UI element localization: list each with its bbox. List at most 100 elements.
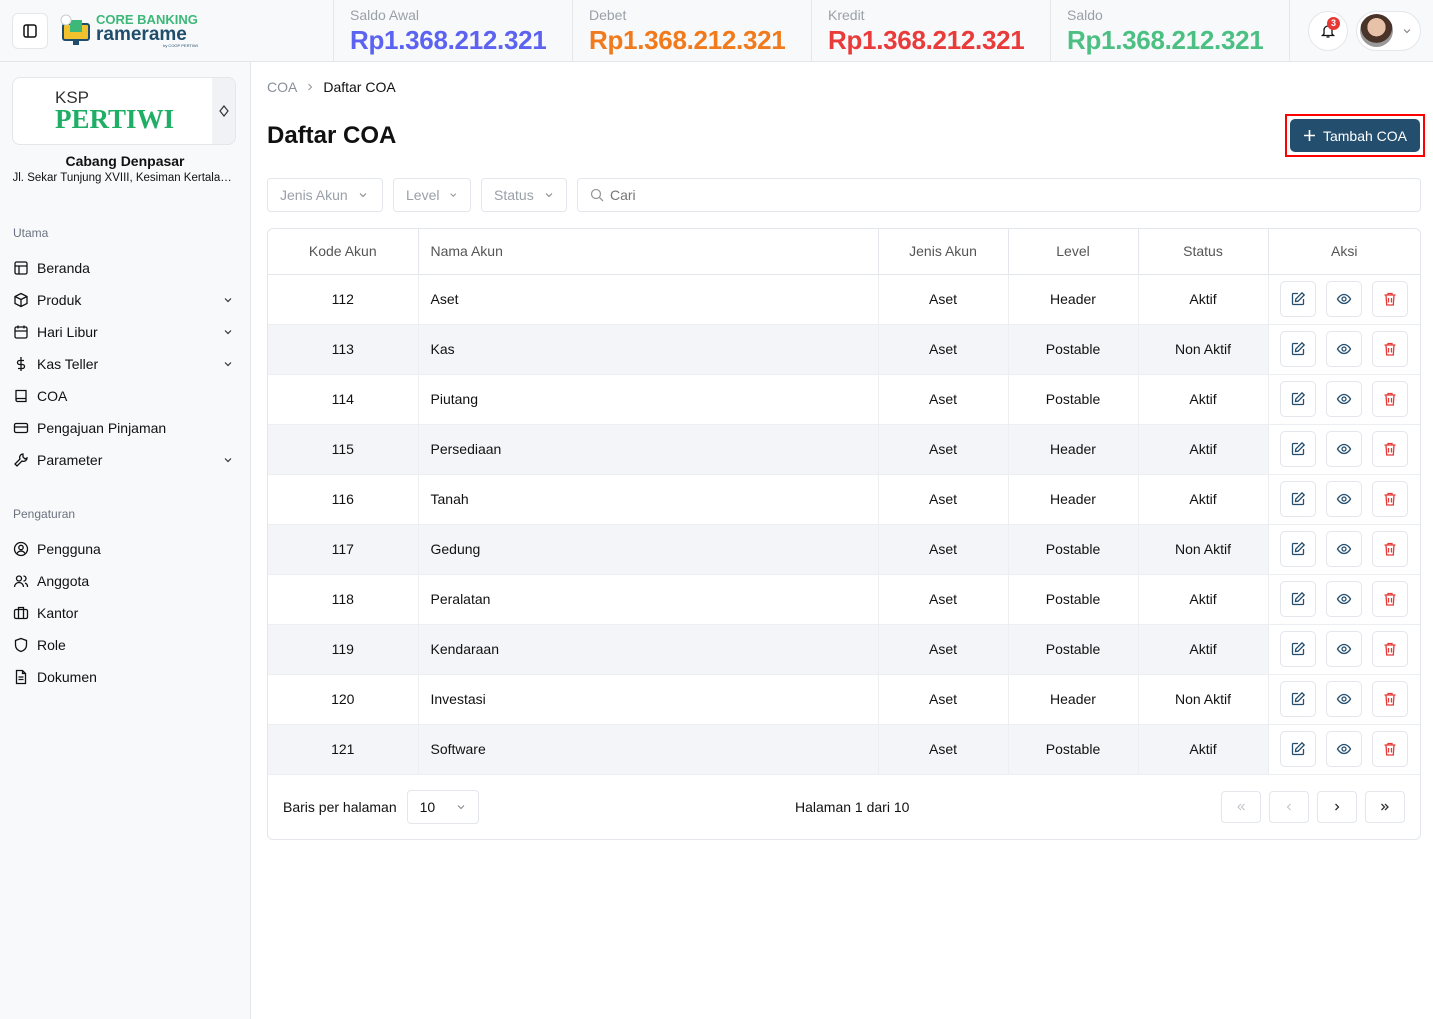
plus-icon: [1303, 130, 1315, 141]
main-content: COA Daftar COA Daftar COA Tambah COA Jen…: [267, 62, 1425, 840]
view-button[interactable]: [1326, 381, 1363, 417]
breadcrumb-coa[interactable]: COA: [267, 79, 298, 95]
cell-status: Aktif: [1138, 724, 1269, 775]
cell-nama-akun: Persediaan: [418, 424, 879, 475]
cell-status: Aktif: [1138, 624, 1269, 675]
cell-kode-akun: 118: [268, 574, 419, 625]
view-button[interactable]: [1326, 331, 1363, 367]
table-row: 115 Persediaan Aset Header Aktif: [268, 424, 1420, 475]
sidebar-toggle-button[interactable]: [12, 12, 48, 49]
sidebar-item-produk[interactable]: Produk: [0, 284, 250, 316]
stat-saldo: Saldo Rp1.368.212.321: [1051, 0, 1290, 61]
trash-icon: [1384, 392, 1396, 406]
sidebar-item-pengajuan-pinjaman[interactable]: Pengajuan Pinjaman: [0, 412, 250, 444]
rows-per-page-select[interactable]: 10: [406, 789, 479, 824]
last-page-button[interactable]: [1365, 790, 1405, 823]
col-aksi: Aksi: [1268, 229, 1420, 275]
breadcrumb: COA Daftar COA: [267, 79, 1421, 95]
sidebar-item-beranda[interactable]: Beranda: [0, 252, 250, 284]
delete-button[interactable]: [1372, 381, 1409, 417]
chevron-down-icon: [450, 193, 457, 197]
notification-button[interactable]: 3: [1308, 10, 1348, 51]
delete-button[interactable]: [1372, 681, 1409, 717]
sidebar-item-kantor[interactable]: Kantor: [0, 597, 250, 629]
pagination-footer: Baris per halaman 10 Halaman 1 dari 10: [268, 775, 1420, 839]
edit-button[interactable]: [1280, 531, 1317, 567]
next-page-button[interactable]: [1317, 790, 1357, 823]
cell-jenis-akun: Aset: [878, 574, 1009, 625]
edit-button[interactable]: [1280, 281, 1317, 317]
cell-kode-akun: 117: [268, 524, 419, 575]
breadcrumb-current: Daftar COA: [323, 79, 396, 95]
search-field[interactable]: [577, 178, 1421, 212]
table-row: 119 Kendaraan Aset Postable Aktif: [268, 624, 1420, 675]
sidebar-item-role[interactable]: Role: [0, 629, 250, 661]
view-button[interactable]: [1326, 681, 1363, 717]
calendar-icon: [13, 324, 29, 340]
stat-kredit: Kredit Rp1.368.212.321: [812, 0, 1051, 61]
view-button[interactable]: [1326, 431, 1363, 467]
prev-page-button[interactable]: [1269, 790, 1309, 823]
sidebar-item-parameter[interactable]: Parameter: [0, 444, 250, 476]
delete-button[interactable]: [1372, 431, 1409, 467]
delete-button[interactable]: [1372, 531, 1409, 567]
delete-button[interactable]: [1372, 331, 1409, 367]
eye-icon: [1337, 693, 1352, 705]
view-button[interactable]: [1326, 731, 1363, 767]
delete-button[interactable]: [1372, 281, 1409, 317]
view-button[interactable]: [1326, 481, 1363, 517]
organization-switcher[interactable]: KSP PERTIWI: [12, 77, 236, 145]
view-button[interactable]: [1326, 581, 1363, 617]
sidebar: KSP PERTIWI Cabang Denpasar Jl. Sekar Tu…: [0, 62, 251, 1019]
edit-button[interactable]: [1280, 631, 1317, 667]
col-status: Status: [1138, 229, 1269, 275]
edit-button[interactable]: [1280, 431, 1317, 467]
view-button[interactable]: [1326, 631, 1363, 667]
edit-button[interactable]: [1280, 681, 1317, 717]
search-input[interactable]: [610, 187, 1408, 203]
cell-jenis-akun: Aset: [878, 724, 1009, 775]
sidebar-item-dokumen[interactable]: Dokumen: [0, 661, 250, 693]
edit-button[interactable]: [1280, 381, 1317, 417]
edit-icon: [1292, 391, 1306, 406]
cell-nama-akun: Software: [418, 724, 879, 775]
sidebar-item-label: Role: [37, 637, 66, 653]
level-filter[interactable]: Level: [393, 178, 471, 212]
cell-nama-akun: Gedung: [418, 524, 879, 575]
page-title: Daftar COA: [267, 122, 397, 149]
sidebar-item-label: Anggota: [37, 573, 90, 589]
sidebar-item-anggota[interactable]: Anggota: [0, 565, 250, 597]
edit-button[interactable]: [1280, 331, 1317, 367]
status-filter[interactable]: Status: [481, 178, 567, 212]
cell-jenis-akun: Aset: [878, 324, 1009, 375]
delete-button[interactable]: [1372, 581, 1409, 617]
cell-level: Postable: [1008, 574, 1139, 625]
chevron-down-icon: [359, 193, 367, 198]
sidebar-item-hari-libur[interactable]: Hari Libur: [0, 316, 250, 348]
delete-button[interactable]: [1372, 481, 1409, 517]
avatar: [1360, 14, 1393, 47]
sidebar-item-kas-teller[interactable]: Kas Teller: [0, 348, 250, 380]
sidebar-item-pengguna[interactable]: Pengguna: [0, 533, 250, 565]
edit-icon: [1292, 641, 1306, 656]
sidebar-item-label: Beranda: [37, 260, 90, 276]
delete-button[interactable]: [1372, 731, 1409, 767]
view-button[interactable]: [1326, 281, 1363, 317]
delete-button[interactable]: [1372, 631, 1409, 667]
cell-jenis-akun: Aset: [878, 624, 1009, 675]
cell-jenis-akun: Aset: [878, 424, 1009, 475]
add-coa-button[interactable]: Tambah COA: [1290, 119, 1420, 152]
shield-icon: [13, 637, 29, 653]
edit-icon: [1292, 491, 1306, 506]
edit-button[interactable]: [1280, 481, 1317, 517]
edit-button[interactable]: [1280, 581, 1317, 617]
table-row: 113 Kas Aset Postable Non Aktif: [268, 324, 1420, 375]
user-menu-button[interactable]: [1356, 10, 1421, 51]
panel-left-icon: [23, 23, 37, 38]
edit-button[interactable]: [1280, 731, 1317, 767]
book-icon: [13, 388, 29, 404]
jenis-akun-filter[interactable]: Jenis Akun: [267, 178, 383, 212]
view-button[interactable]: [1326, 531, 1363, 567]
sidebar-item-coa[interactable]: COA: [0, 380, 250, 412]
first-page-button[interactable]: [1221, 790, 1261, 823]
